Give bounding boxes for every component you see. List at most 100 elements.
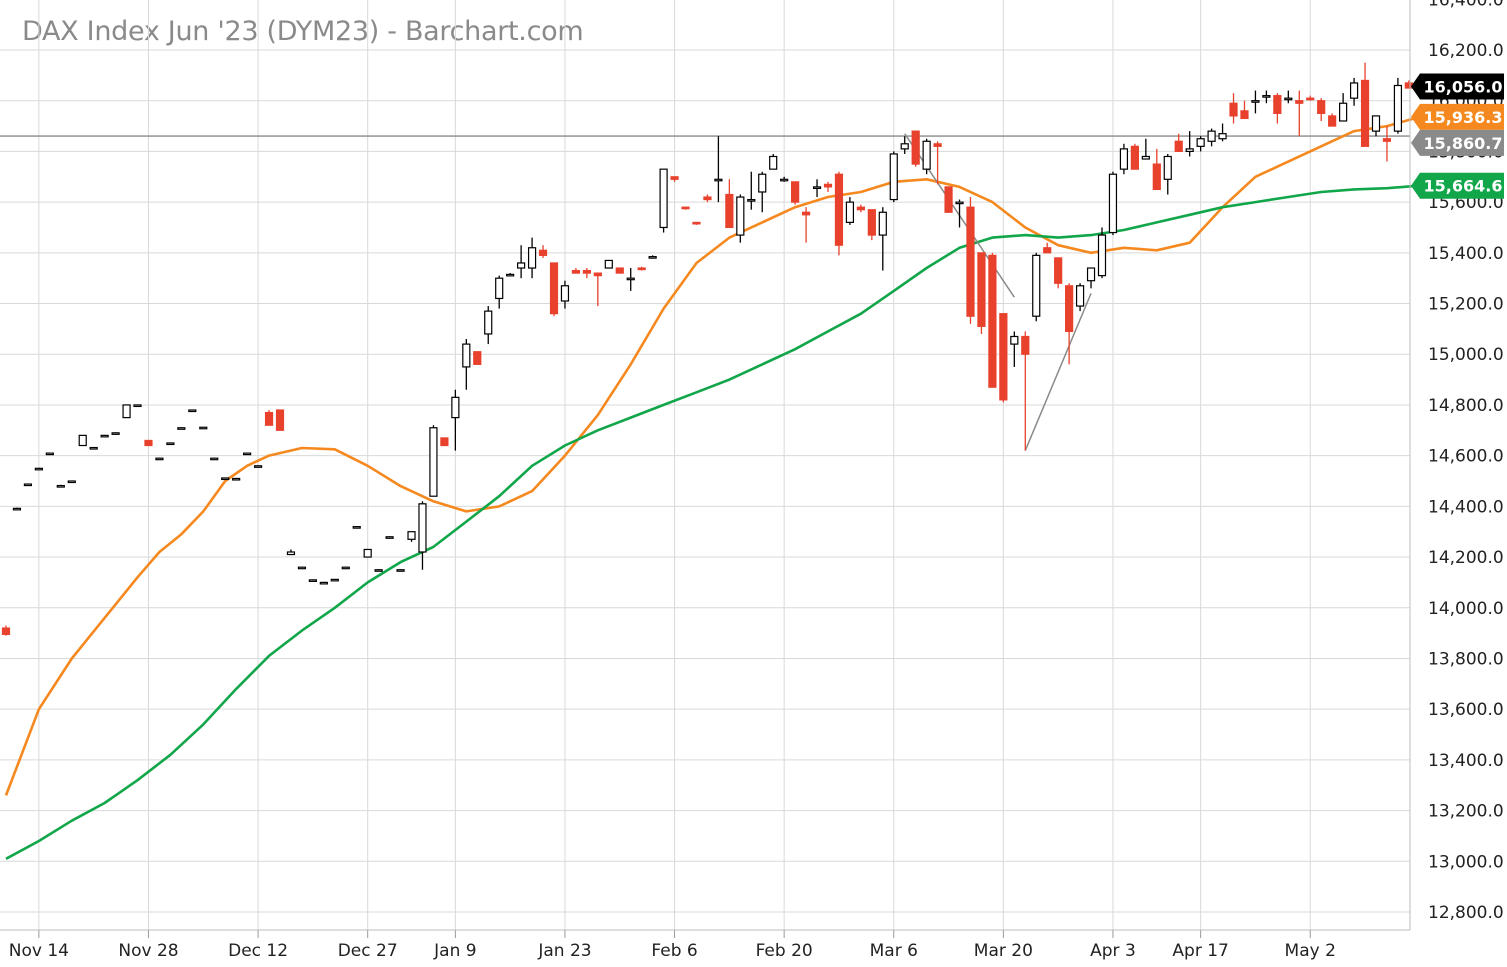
x-tick-label: May 2 (1285, 941, 1336, 961)
candle-body (549, 262, 559, 315)
candle-body (440, 437, 449, 447)
y-tick-label: 15,200.0 (1428, 295, 1504, 315)
y-tick-label: 13,400.0 (1428, 751, 1504, 771)
candle-body (703, 196, 712, 201)
candle-body (1218, 133, 1227, 140)
candle-body (1306, 97, 1315, 101)
x-tick-label: Mar 20 (974, 941, 1033, 961)
candle-body (12, 507, 22, 511)
trendline (1024, 293, 1092, 451)
candle-body (133, 404, 142, 408)
candle-body (1185, 148, 1194, 153)
candle-body (232, 477, 241, 481)
candle-body (199, 426, 208, 430)
price-tag-layer: 16,056.0 15,936.3 15,860.7 15,664.6 (1411, 73, 1504, 199)
y-tick-label: 13,200.0 (1428, 802, 1504, 822)
y-tick-label: 15,400.0 (1428, 244, 1504, 264)
candle-body (571, 269, 581, 274)
candle-body (221, 477, 230, 481)
candle-body (429, 427, 438, 497)
candle-body (977, 252, 986, 327)
candle-body (900, 143, 909, 150)
candle-body (801, 211, 811, 216)
candle-body (812, 186, 822, 190)
candle-body (385, 536, 394, 539)
price-tag (1411, 103, 1504, 130)
candle-body (155, 457, 164, 461)
candle-body (1021, 335, 1030, 355)
candle-body (1393, 84, 1403, 132)
y-tick-label: 14,200.0 (1428, 548, 1504, 568)
candle-body (582, 269, 591, 274)
candle-body (495, 277, 504, 300)
candle-body (1054, 257, 1063, 284)
price-tag (1411, 73, 1504, 100)
y-tick-label: 13,600.0 (1428, 700, 1504, 720)
short-moving-average-line (4, 115, 1421, 796)
candle-body (451, 396, 460, 419)
candle-body (188, 409, 197, 413)
candle-body (1141, 155, 1150, 160)
long-moving-average-line (5, 184, 1420, 860)
candle-body (1360, 79, 1370, 147)
candle-body (955, 201, 964, 205)
x-tick-label: Nov 28 (118, 941, 178, 961)
candle-body (867, 209, 876, 236)
candle-body (988, 254, 997, 388)
candle-body (1043, 247, 1052, 254)
candle-body (517, 262, 526, 269)
candle-body (34, 467, 43, 471)
candle-body (1371, 115, 1381, 132)
candle-body (1119, 148, 1129, 170)
candle-body (100, 434, 109, 438)
candle-body (1207, 130, 1216, 142)
candle-body (714, 178, 723, 182)
candle-body (23, 483, 33, 487)
candle-body (604, 259, 613, 269)
candle-body (45, 452, 54, 456)
price-tag-label: 15,860.7 (1424, 134, 1503, 153)
price-tag-label: 15,664.6 (1424, 177, 1503, 196)
candle-body (144, 439, 153, 447)
candle-body (845, 201, 855, 223)
candle-body (692, 221, 701, 225)
candle-body (1108, 173, 1118, 234)
candle-body (1097, 234, 1107, 277)
candle-body (615, 267, 624, 274)
candle-body (177, 427, 186, 430)
candle-body (1196, 138, 1205, 147)
candle-body (330, 578, 339, 582)
candle-body (725, 193, 734, 229)
candle-body (319, 581, 328, 585)
candle-body (243, 452, 252, 456)
candle-body (1382, 138, 1392, 142)
candle-body (297, 566, 307, 570)
candle-body (681, 206, 690, 210)
candle-body (834, 173, 844, 246)
candle-body (527, 247, 537, 269)
candle-body (1010, 335, 1019, 345)
candle-body (484, 310, 493, 335)
candle-body (275, 409, 285, 431)
candle-body (626, 277, 635, 281)
candle-body (878, 211, 887, 236)
candle-body (396, 569, 405, 572)
candle-body (856, 206, 865, 211)
x-tick-label: Apr 3 (1090, 941, 1136, 961)
x-tick-label: Dec 12 (228, 941, 288, 961)
candle-body (823, 183, 833, 188)
candlestick-layer (1, 62, 1424, 636)
chart-title: DAX Index Jun '23 (DYM23) - Barchart.com (22, 16, 584, 47)
x-tick-label: Feb 20 (756, 941, 813, 961)
candle-body (286, 551, 296, 556)
candle-body (1130, 145, 1139, 170)
candle-body (1229, 102, 1238, 117)
y-tick-label: 13,000.0 (1428, 852, 1504, 872)
candle-body (1273, 95, 1282, 114)
candle-body (210, 457, 219, 461)
y-tick-label: 14,600.0 (1428, 447, 1504, 467)
candle-body (944, 186, 953, 213)
price-tag (1411, 129, 1504, 156)
candle-body (1075, 285, 1085, 307)
